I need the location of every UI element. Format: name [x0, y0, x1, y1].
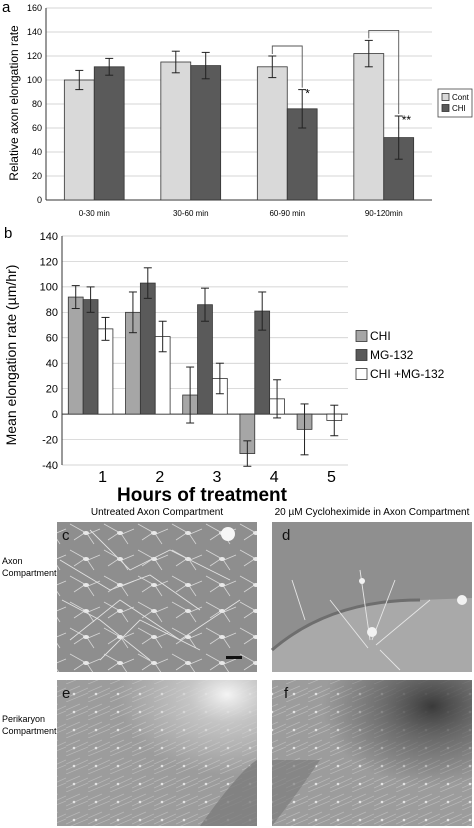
a-y-tick-label: 120	[27, 51, 42, 61]
b-legend-label: CHI	[370, 329, 391, 343]
b-y-tick-label: 80	[46, 307, 58, 319]
b-y-tick-label: 140	[40, 231, 58, 243]
micrograph-d-label: d	[282, 527, 290, 544]
panel-a-label: a	[2, 0, 11, 16]
b-legend-label: MG-132	[370, 348, 414, 362]
b-y-tick-label: 20	[46, 384, 58, 396]
a-significance-bracket	[271, 45, 303, 88]
row-top-label-line2: Compartment	[2, 568, 57, 578]
a-significance-marker: *	[305, 87, 310, 101]
a-bar-chi	[190, 65, 222, 201]
a-x-tick-label: 90-120min	[365, 209, 403, 218]
panel-a-bars: ***	[63, 29, 415, 201]
b-bar-mg-132	[82, 299, 99, 415]
b-bar-chi	[67, 296, 84, 415]
a-bar-cont	[256, 66, 288, 201]
a-legend-label: CHI	[452, 104, 466, 113]
panel-b-label: b	[4, 225, 12, 242]
a-bar-chi	[286, 108, 318, 201]
a-y-tick-label: 140	[27, 27, 42, 37]
a-legend-swatch	[441, 93, 450, 101]
b-y-tick-label: 60	[46, 333, 58, 345]
a-legend-swatch	[441, 104, 450, 112]
b-bar-chi-mg-132	[97, 328, 114, 415]
a-bar-chi	[93, 66, 125, 201]
a-x-tick-label: 60-90 min	[269, 209, 305, 218]
b-x-tick-label: 2	[155, 469, 164, 486]
a-x-tick-label: 0-30 min	[79, 209, 110, 218]
micrograph-e-label: e	[62, 685, 70, 702]
a-bar-cont	[160, 61, 192, 201]
panel-a-y-axis-label: Relative axon elongation rate	[7, 25, 21, 181]
a-y-tick-label: 20	[32, 171, 42, 181]
b-legend-swatch	[355, 368, 368, 380]
a-y-tick-label: 80	[32, 99, 42, 109]
row-bottom-label-line2: Compartment	[2, 726, 57, 736]
micrograph-section: Untreated Axon Compartment 20 µM Cyclohe…	[2, 507, 472, 826]
micrograph-c-label: c	[62, 527, 70, 544]
panel-b: b Mean elongation rate (µm/hr) -40 -20 0 20…	[3, 225, 445, 506]
col-left-title: Untreated Axon Compartment	[91, 507, 224, 518]
a-x-tick-label: 30-60 min	[173, 209, 209, 218]
panel-a-legend: Cont CHI	[437, 88, 473, 118]
a-bar-cont	[63, 79, 95, 201]
b-y-tick-label: 40	[46, 358, 58, 370]
b-legend-swatch	[355, 349, 368, 361]
a-y-tick-label: 100	[27, 75, 42, 85]
a-y-tick-label: 160	[27, 3, 42, 13]
b-y-tick-label: -20	[42, 434, 58, 446]
b-legend-label: CHI +MG-132	[370, 367, 445, 381]
b-y-tick-label: 120	[40, 256, 58, 268]
a-bar-cont	[353, 53, 385, 201]
a-legend-label: Cont	[452, 93, 470, 102]
a-significance-marker: **	[402, 113, 412, 127]
row-bottom-label-line1: Perikaryon	[2, 714, 45, 724]
b-y-tick-label: 100	[40, 282, 58, 294]
b-legend-swatch	[355, 330, 368, 342]
a-significance-bracket	[368, 29, 400, 114]
micrograph-f: f	[272, 680, 472, 826]
a-y-tick-label: 40	[32, 147, 42, 157]
row-top-label-line1: Axon	[2, 556, 23, 566]
panel-a: a Relative axon elongation rate 0 20 40 60 8…	[2, 0, 473, 218]
b-y-tick-label: 0	[52, 409, 58, 421]
panel-b-x-axis-label: Hours of treatment	[117, 485, 288, 506]
b-x-tick-label: 3	[213, 469, 222, 486]
micrograph-f-label: f	[284, 685, 289, 702]
a-y-tick-label: 0	[37, 195, 42, 205]
panel-b-legend: CHI MG-132 CHI +MG-132	[355, 329, 445, 381]
b-bar-mg-132	[139, 282, 156, 415]
micrograph-d: d	[271, 522, 472, 672]
micrograph-e: e	[57, 680, 257, 826]
a-y-tick-label: 60	[32, 123, 42, 133]
panel-b-bars	[67, 267, 343, 467]
b-x-tick-label: 1	[98, 469, 107, 486]
col-right-title: 20 µM Cycloheximide in Axon Compartment	[275, 507, 470, 518]
b-x-tick-label: 5	[327, 469, 336, 486]
panel-b-axes: -40 -20 0 20 40 60 80 100 120 140 1 2 3 4 5	[40, 231, 348, 486]
b-y-tick-label: -40	[42, 460, 58, 472]
micrograph-c: c	[57, 522, 257, 672]
b-x-tick-label: 4	[270, 469, 279, 486]
panel-b-y-axis-label: Mean elongation rate (µm/hr)	[3, 265, 19, 446]
